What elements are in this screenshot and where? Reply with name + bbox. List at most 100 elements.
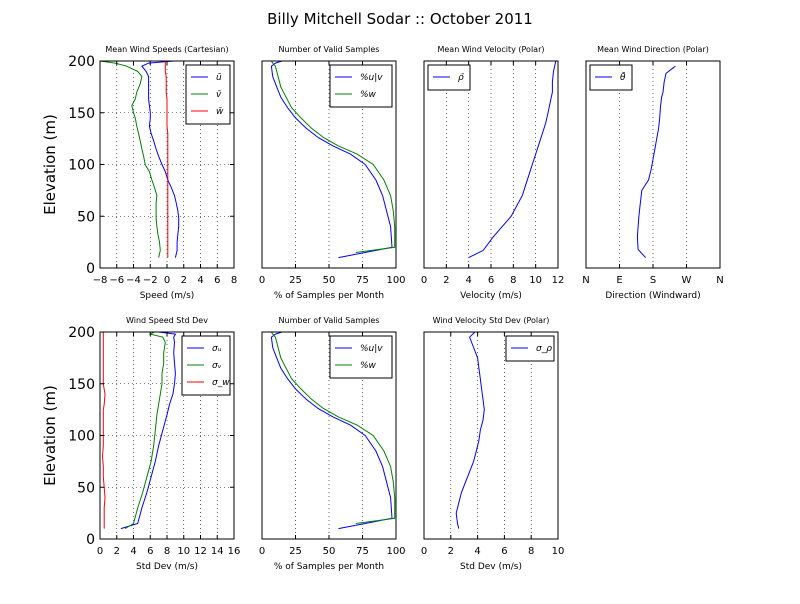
y-tick-label: 0 <box>86 532 95 548</box>
legend-label: σ_ρ <box>536 344 552 354</box>
legend: %u|v %w <box>329 335 393 379</box>
x-tick-label: 0 <box>259 275 265 286</box>
series-group <box>468 61 557 259</box>
x-tick-label: 10 <box>552 546 565 557</box>
y-tick-label: 150 <box>68 106 95 122</box>
series-line <box>468 61 557 259</box>
y-axis-label: Elevation (m) <box>41 114 59 215</box>
x-tick-label: 6 <box>501 546 507 557</box>
panel-title: Wind Speed Std Dev <box>126 316 208 325</box>
x-tick-label: −4 <box>126 275 141 286</box>
panel-p2: 0 25 50 75 100 Number of Valid Samples % of Sa… <box>259 45 406 301</box>
plot-frame <box>423 331 559 540</box>
plot-frame <box>423 60 559 269</box>
series-line <box>124 332 166 530</box>
legend-label: σ_w <box>212 378 230 388</box>
panel-title: Mean Wind Direction (Polar) <box>597 45 709 54</box>
x-tick-label: 4 <box>130 546 136 557</box>
x-axis-label: Std Dev (m/s) <box>460 562 522 572</box>
legend-label: σᵥ <box>212 361 222 371</box>
series-line <box>100 61 161 258</box>
panel-title: Mean Wind Velocity (Polar) <box>437 45 544 54</box>
legend-label: w̄ <box>216 107 224 117</box>
panel-p7: 0 2 4 6 8 10 Wind Velocity Std Dev (Polar) Std … <box>421 316 565 572</box>
y-tick-label: 50 <box>77 480 95 496</box>
panel-p6: 0 25 50 75 100 Number of Valid Samples % of Sa… <box>259 316 406 572</box>
x-tick-label: 0 <box>164 275 170 286</box>
x-tick-label: 4 <box>474 546 480 557</box>
legend-label: v̄ <box>216 90 222 100</box>
legend: σᵤ σᵥ σ_w <box>181 335 231 396</box>
series-line <box>120 332 177 530</box>
series-group <box>101 332 177 530</box>
legend-box <box>181 335 231 396</box>
series-line <box>268 332 396 524</box>
x-tick-label: 6 <box>214 275 220 286</box>
legend-label: %u|v <box>360 344 383 354</box>
series-line <box>455 332 485 529</box>
x-axis-label: Direction (Windward) <box>605 291 700 301</box>
x-tick-label: 10 <box>529 275 542 286</box>
legend-label: %w <box>360 90 377 100</box>
x-tick-label: −6 <box>109 275 124 286</box>
legend-label: θ̄ <box>620 71 626 83</box>
legend: σ_ρ <box>505 335 555 362</box>
x-tick-label: 12 <box>552 275 565 286</box>
panel-title: Wind Velocity Std Dev (Polar) <box>433 316 550 325</box>
x-tick-label: N <box>716 275 723 286</box>
x-tick-label: 25 <box>289 546 302 557</box>
figure-title: Billy Mitchell Sodar :: October 2011 <box>267 10 533 28</box>
x-tick-label: 4 <box>465 275 471 286</box>
series-line <box>270 332 393 530</box>
series-line <box>141 61 180 258</box>
series-group <box>268 332 396 530</box>
series-line <box>164 61 169 258</box>
plot-frame <box>585 60 721 269</box>
x-axis-label: % of Samples per Month <box>274 562 384 572</box>
x-tick-label: 100 <box>386 275 405 286</box>
legend: ū v̄ w̄ <box>185 64 231 125</box>
series-line <box>268 61 396 253</box>
y-tick-label: 100 <box>68 429 95 445</box>
x-axis-label: Speed (m/s) <box>140 291 195 301</box>
y-tick-label: 150 <box>68 377 95 393</box>
x-tick-label: 2 <box>181 275 187 286</box>
x-tick-label: 75 <box>356 546 369 557</box>
x-tick-label: 8 <box>231 275 237 286</box>
panel-title: Number of Valid Samples <box>279 45 380 54</box>
series-group <box>636 65 676 258</box>
y-tick-label: 100 <box>68 158 95 174</box>
legend-label: %u|v <box>360 73 383 83</box>
x-axis-label: Std Dev (m/s) <box>136 562 198 572</box>
legend: ρ̄ <box>427 64 471 91</box>
x-tick-label: 0 <box>259 546 265 557</box>
x-tick-label: 2 <box>443 275 449 286</box>
x-tick-label: 10 <box>177 546 190 557</box>
panel-p4: N E S W N Mean Wind Direction (Polar) Directio… <box>582 45 723 301</box>
x-tick-label: S <box>650 275 656 286</box>
y-tick-label: 200 <box>68 325 95 341</box>
legend-label: ū <box>216 73 222 83</box>
x-tick-label: 75 <box>356 275 369 286</box>
y-tick-label: 200 <box>68 54 95 70</box>
series-group <box>100 61 180 258</box>
x-tick-label: 100 <box>386 546 405 557</box>
x-tick-label: 2 <box>448 546 454 557</box>
x-tick-label: 14 <box>211 546 224 557</box>
x-tick-label: −8 <box>93 275 108 286</box>
panel-title: Mean Wind Speeds (Cartesian) <box>105 45 228 54</box>
x-tick-label: 0 <box>421 546 427 557</box>
legend-box <box>329 335 393 379</box>
legend: θ̄ <box>589 64 633 91</box>
panel-title: Number of Valid Samples <box>279 316 380 325</box>
legend-label: ρ̄ <box>458 73 465 83</box>
y-tick-label: 50 <box>77 209 95 225</box>
series-group <box>455 332 485 529</box>
x-tick-label: E <box>616 275 622 286</box>
x-tick-label: 50 <box>323 546 336 557</box>
x-tick-label: 8 <box>510 275 516 286</box>
